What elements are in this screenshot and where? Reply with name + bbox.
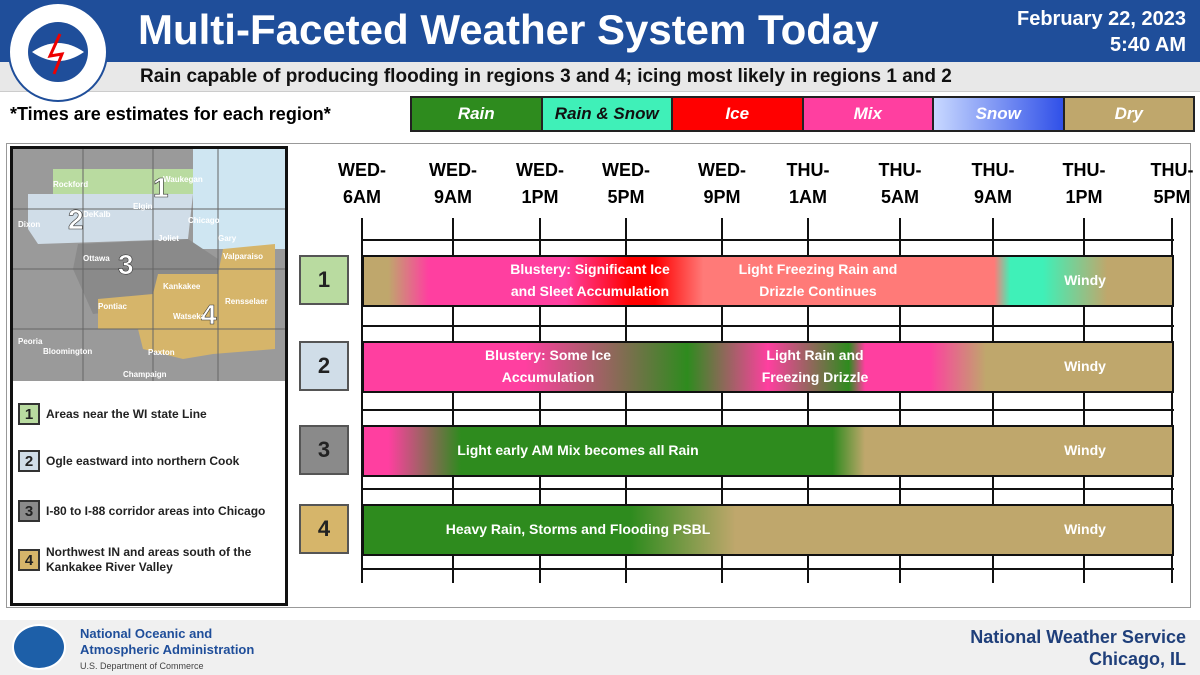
- time-label: WED- 9PM: [698, 160, 746, 207]
- region-key: 3 I-80 to I-88 corridor areas into Chicag…: [18, 500, 273, 522]
- row-divider: [362, 488, 1174, 490]
- map-city-label: DeKalb: [83, 210, 111, 219]
- row-divider: [362, 239, 1174, 241]
- bar-label: Blustery: Some Ice Accumulation: [484, 347, 612, 385]
- noaa-name: National Oceanic and Atmospheric Administ…: [80, 626, 255, 671]
- bar-label: Windy: [1064, 358, 1106, 374]
- map-city-label: Pontiac: [98, 302, 127, 311]
- region-badge: 4: [299, 504, 349, 554]
- row-divider: [362, 568, 1174, 570]
- map-city-label: Watseka: [173, 312, 206, 321]
- map-city-label: Dixon: [18, 220, 40, 229]
- region-badge: 1: [299, 255, 349, 305]
- map-city-label: Champaign: [123, 370, 167, 379]
- time-gridline: [992, 218, 994, 583]
- time-label: WED- 9AM: [429, 160, 477, 207]
- bar-label: Light Rain and Freezing Drizzle: [761, 347, 869, 385]
- map-city-label: Gary: [218, 234, 237, 243]
- time-label: WED- 1PM: [516, 160, 564, 207]
- legend-item: Rain & Snow: [542, 98, 673, 130]
- region-1-timeline-bar: [362, 255, 1174, 307]
- map-city-label: Bloomington: [43, 347, 92, 356]
- time-gridline: [625, 218, 627, 583]
- time-gridline: [1171, 218, 1173, 583]
- time-label: THU- 5PM: [1150, 160, 1194, 207]
- row-divider: [362, 325, 1174, 327]
- map-city-label: Elgin: [133, 202, 153, 211]
- map-city-label: Rensselaer: [225, 297, 268, 306]
- row-divider: [362, 409, 1174, 411]
- subtitle-bar: Rain capable of producing flooding in re…: [0, 62, 1200, 92]
- time-gridline: [1083, 218, 1085, 583]
- region-2-timeline-bar: [362, 341, 1174, 393]
- map-city-label: Valparaiso: [223, 252, 263, 261]
- time-label: THU- 1AM: [786, 160, 830, 207]
- legend-item: Rain: [412, 98, 543, 130]
- map-city-label: Paxton: [148, 348, 175, 357]
- legend-item: Mix: [803, 98, 934, 130]
- time-gridline: [452, 218, 454, 583]
- region-map: 1 2 3 4 Rockford Waukegan Elgin DeKalb Dixon Chi…: [10, 146, 288, 606]
- region-3-timeline-bar: [362, 425, 1174, 477]
- precip-legend: Rain Rain & Snow Ice Mix Snow Dry: [410, 96, 1195, 132]
- svg-text:1: 1: [153, 172, 169, 203]
- map-city-label: Joliet: [158, 234, 179, 243]
- time-gridline: [361, 218, 363, 583]
- time-label: WED- 5PM: [602, 160, 650, 207]
- legend-item: Ice: [673, 98, 804, 130]
- time-label: THU- 9AM: [971, 160, 1015, 207]
- map-city-label: Ottawa: [83, 254, 110, 263]
- time-gridline: [899, 218, 901, 583]
- bar-label: Heavy Rain, Storms and Flooding PSBL: [445, 521, 711, 537]
- time-gridline: [807, 218, 809, 583]
- svg-text:4: 4: [201, 299, 217, 330]
- svg-text:2: 2: [68, 204, 84, 235]
- time-label: WED- 6AM: [338, 160, 386, 207]
- region-badge: 3: [299, 425, 349, 475]
- region-badge: 2: [299, 341, 349, 391]
- time-gridline: [721, 218, 723, 583]
- map-city-label: Kankakee: [163, 282, 201, 291]
- time-label: THU- 1PM: [1062, 160, 1106, 207]
- map-city-label: Rockford: [53, 180, 88, 189]
- estimate-note: *Times are estimates for each region*: [10, 104, 331, 124]
- footer: [0, 620, 1200, 675]
- region-key: 2 Ogle eastward into northern Cook: [18, 450, 273, 472]
- svg-text:3: 3: [118, 249, 134, 280]
- region-4-timeline-bar: [362, 504, 1174, 556]
- region-key: 1 Areas near the WI state Line: [18, 403, 273, 425]
- map-city-label: Chicago: [188, 216, 220, 225]
- map-city-label: Peoria: [18, 337, 43, 346]
- bar-label: Windy: [1064, 521, 1106, 537]
- bar-label: Blustery: Significant Ice and Sleet Accum…: [510, 261, 670, 299]
- time-label: THU- 5AM: [878, 160, 922, 207]
- nws-office: National Weather Service Chicago, IL: [970, 627, 1186, 669]
- noaa-logo: [12, 624, 66, 670]
- map-city-label: Waukegan: [163, 175, 203, 184]
- nws-logo: [8, 2, 108, 102]
- legend-item: Dry: [1064, 98, 1193, 130]
- time-gridline: [539, 218, 541, 583]
- legend-item: Snow: [934, 98, 1065, 130]
- bar-label: Windy: [1064, 442, 1106, 458]
- date-time: February 22, 2023 5:40 AM: [1017, 8, 1186, 56]
- bar-label: Windy: [1064, 272, 1106, 288]
- bar-label: Light Freezing Rain and Drizzle Continues: [738, 261, 898, 299]
- region-key: 4 Northwest IN and areas south of the Kan…: [18, 545, 273, 575]
- page-title: Multi-Faceted Weather System Today: [138, 6, 879, 53]
- timeline-panel: [6, 143, 1191, 608]
- header-banner: [0, 0, 1200, 62]
- bar-label: Light early AM Mix becomes all Rain: [457, 442, 699, 458]
